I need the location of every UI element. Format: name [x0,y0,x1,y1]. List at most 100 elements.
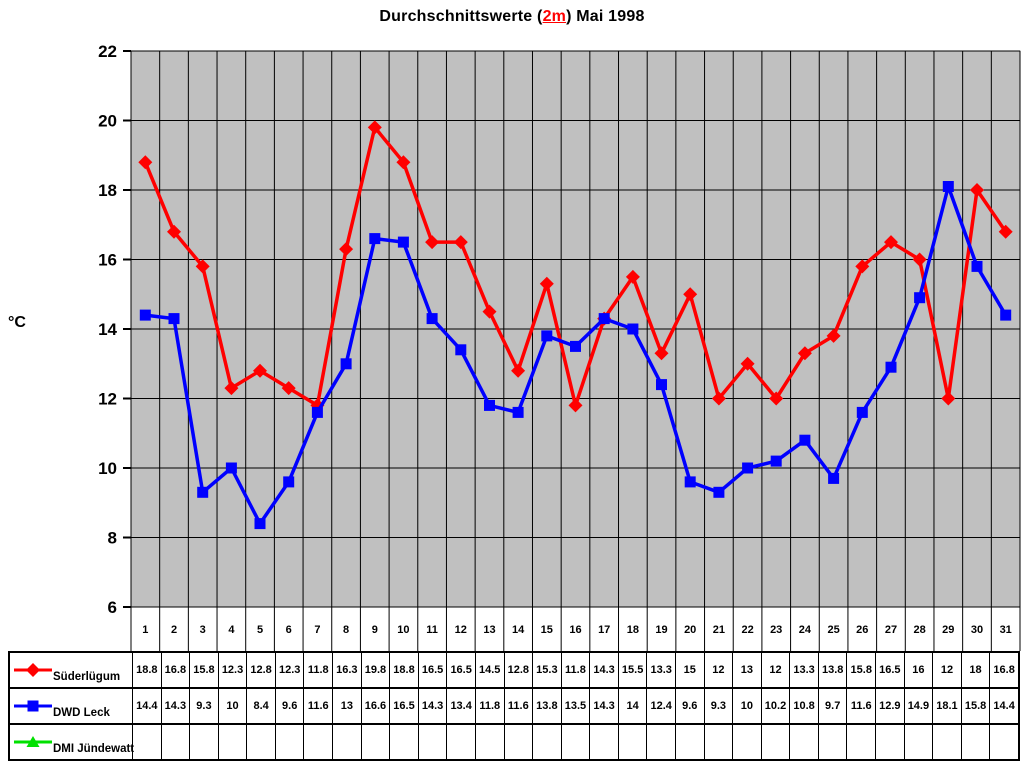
data-point-square [512,406,524,418]
data-point-square [197,486,209,498]
data-point-diamond [625,269,640,284]
table-cell [390,725,419,759]
table-cell: 9.3 [705,689,734,723]
data-point-square [627,323,639,335]
x-tick-label: 15 [541,624,553,636]
data-point-square [340,358,352,370]
data-point-diamond [425,235,440,250]
table-cell: 10.8 [790,689,819,723]
data-point-square [283,476,295,488]
table-cell: 14.4 [133,689,162,723]
table-cell: 14.5 [476,653,505,687]
data-point-diamond [539,276,554,291]
y-tick-label: 16 [98,251,117,270]
data-point-diamond [740,356,755,371]
table-cell: 10 [733,689,762,723]
table-cell [562,725,591,759]
table-cell: 10.2 [762,689,791,723]
table-cell: 9.3 [190,689,219,723]
x-tick-label: 24 [799,624,812,636]
table-cell: 15.8 [190,653,219,687]
table-cell: 14 [619,689,648,723]
y-tick-label: 20 [98,112,117,131]
table-cell: 12 [933,653,962,687]
data-point-diamond [711,391,726,406]
data-point-diamond [339,242,354,257]
table-cell [533,725,562,759]
data-point-diamond [855,259,870,274]
data-point-square [27,700,39,712]
y-axis-label: °C [8,314,26,331]
series-name: Süderlügum [53,671,121,683]
y-tick-label: 14 [98,320,117,339]
data-point-diamond [482,304,497,319]
table-cell [676,725,705,759]
data-point-diamond [568,398,583,413]
table-cell [447,725,476,759]
data-point-diamond [367,120,382,135]
data-point-diamond [797,346,812,361]
table-cell: 13.3 [647,653,676,687]
data-point-square [598,313,610,325]
data-point-triangle [26,736,40,747]
table-cell [962,725,991,759]
data-point-diamond [511,363,526,378]
table-cell: 11.8 [304,653,334,687]
x-tick-label: 17 [598,624,610,636]
x-tick-label: 29 [942,624,954,636]
table-cell: 19.8 [362,653,391,687]
table-cell: 12.3 [219,653,248,687]
data-point-square [541,330,553,342]
data-point-square [426,313,438,325]
table-row: DMI Jündewatt [10,725,1018,759]
x-tick-label: 6 [286,624,292,636]
data-point-diamond [195,259,210,274]
x-tick-label: 10 [397,624,409,636]
x-tick-label: 3 [200,624,206,636]
table-cell [933,725,962,759]
table-cell [876,725,905,759]
data-point-square [713,486,725,498]
x-tick-label: 13 [483,624,495,636]
data-point-diamond [453,235,468,250]
data-point-square [971,260,983,272]
table-cell: 11.6 [505,689,534,723]
table-cell: 13.5 [562,689,591,723]
table-cell: 14.3 [590,653,619,687]
chart-title-highlight: 2m [542,8,567,25]
data-point-diamond [26,663,40,677]
data-point-square [799,434,811,446]
data-point-square [369,233,381,245]
table-cell [304,725,334,759]
x-tick-label: 25 [827,624,839,636]
data-point-diamond [970,183,984,197]
table-cell [705,725,734,759]
y-tick-label: 10 [98,459,117,478]
table-cell: 14.3 [590,689,619,723]
legend-cell: DWD Leck [10,689,133,723]
series-name: DWD Leck [53,707,110,719]
x-tick-label: 11 [426,624,438,636]
chart-title-text: Durchschnittswerte ( [379,8,543,25]
data-point-square [139,309,151,321]
table-cell: 18.8 [390,653,419,687]
y-tick-label: 8 [108,529,117,548]
data-point-diamond [826,328,841,343]
table-cell: 10 [219,689,248,723]
table-cell: 15.8 [962,689,991,723]
table-cell: 16.8 [993,664,1015,676]
table-cell: 12.9 [876,689,905,723]
data-point-square [828,472,840,484]
table-cell: 13.4 [447,689,476,723]
table-cell [847,725,877,759]
x-tick-label: 19 [655,624,667,636]
data-point-diamond [998,224,1013,239]
table-cell: 18 [962,653,991,687]
data-point-square [311,406,323,418]
table-cell [247,725,276,759]
table-cell: 8.4 [247,689,276,723]
x-tick-label: 8 [343,624,349,636]
data-point-diamond [138,155,153,170]
data-point-square [942,181,954,192]
